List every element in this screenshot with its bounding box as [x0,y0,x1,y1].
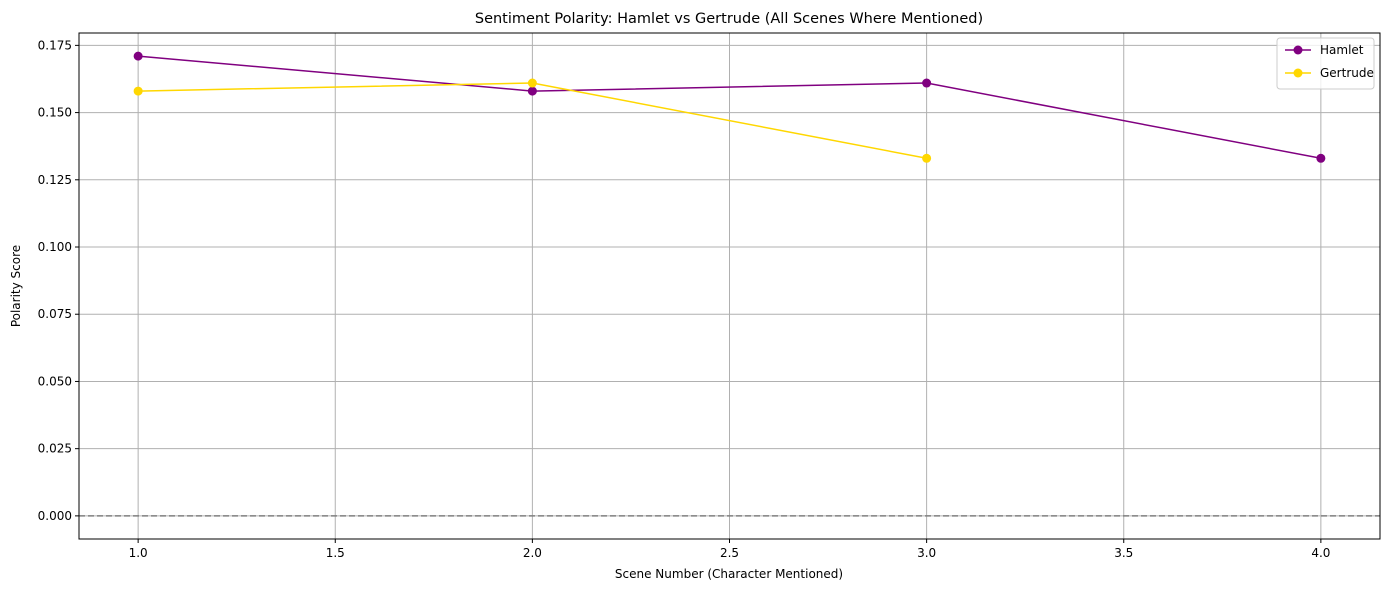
y-tick-label: 0.150 [38,106,72,120]
data-point-hamlet [133,51,143,61]
y-tick-label: 0.175 [38,38,72,52]
x-tick-label: 3.0 [917,546,936,560]
y-tick-label: 0.075 [38,307,72,321]
x-tick-label: 1.0 [129,546,148,560]
x-axis-ticks: 1.0 1.5 2.0 2.5 3.0 3.5 4.0 [129,539,1330,560]
legend-label-hamlet: Hamlet [1320,43,1364,57]
data-point-hamlet [1316,153,1326,163]
x-tick-label: 2.0 [523,546,542,560]
legend: Hamlet Gertrude [1276,37,1375,90]
legend-marker-hamlet [1293,45,1303,55]
data-point-gertrude [527,78,537,88]
series-line-hamlet [138,55,1322,160]
x-tick-label: 2.5 [720,546,739,560]
y-tick-label: 0.050 [38,374,72,388]
legend-marker-gertrude [1293,68,1303,78]
data-point-gertrude [133,86,143,96]
y-tick-label: 0.000 [38,509,72,523]
x-axis-label: Scene Number (Character Mentioned) [615,567,843,581]
data-point-hamlet [527,86,537,96]
series-layer [133,51,1326,163]
y-axis-label: Polarity Score [9,245,23,327]
x-tick-label: 3.5 [1114,546,1133,560]
legend-label-gertrude: Gertrude [1320,66,1374,80]
x-tick-label: 1.5 [326,546,345,560]
y-tick-label: 0.025 [38,442,72,456]
data-point-gertrude [922,153,932,163]
x-tick-label: 4.0 [1311,546,1330,560]
y-tick-label: 0.100 [38,240,72,254]
y-axis-ticks: 0.000 0.025 0.050 0.075 0.100 0.125 0.150 0.175 [38,38,79,523]
data-point-hamlet [922,78,932,88]
y-tick-label: 0.125 [38,173,72,187]
chart-title: Sentiment Polarity: Hamlet vs Gertrude (… [475,11,983,27]
